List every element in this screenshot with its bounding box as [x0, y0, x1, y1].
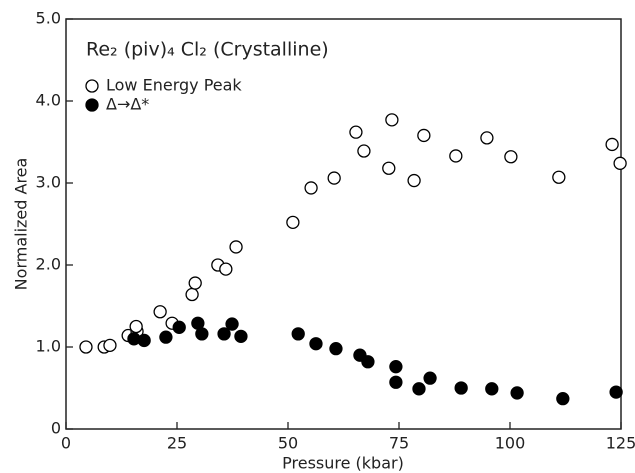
data-point — [172, 320, 186, 334]
data-point — [389, 375, 403, 389]
plot-frame — [65, 18, 622, 430]
data-point — [556, 392, 570, 406]
data-point — [327, 171, 341, 185]
data-point — [361, 355, 375, 369]
data-point — [552, 170, 566, 184]
y-tick-label: 4.0 — [36, 91, 61, 110]
data-point — [229, 240, 243, 254]
data-point — [79, 340, 93, 354]
data-point — [613, 156, 627, 170]
data-point — [225, 317, 239, 331]
data-point — [159, 330, 173, 344]
data-point — [137, 333, 151, 348]
data-point — [412, 382, 426, 396]
y-tick-label: 5.0 — [36, 9, 61, 28]
data-point — [349, 125, 363, 139]
y-axis-label: Normalized Area — [12, 158, 31, 291]
data-point — [329, 341, 343, 356]
data-point — [219, 262, 233, 276]
data-point — [485, 382, 499, 396]
data-point — [291, 327, 305, 341]
legend-marker — [85, 79, 99, 93]
data-point — [357, 144, 371, 158]
data-point — [188, 276, 202, 290]
x-tick-label: 75 — [389, 434, 409, 453]
data-point — [185, 287, 199, 302]
legend-label: Δ→Δ* — [106, 95, 149, 114]
data-point — [309, 337, 323, 351]
data-point — [217, 327, 231, 341]
legend-marker — [85, 98, 99, 112]
x-tick-label: 0 — [61, 434, 71, 453]
data-point — [423, 371, 437, 385]
data-point — [195, 327, 209, 341]
y-tick-label: 3.0 — [36, 173, 61, 192]
x-tick-label: 100 — [495, 434, 526, 453]
y-tick-label: 1.0 — [36, 337, 61, 356]
data-point — [609, 385, 623, 399]
data-point — [234, 329, 248, 343]
x-tick-label: 25 — [167, 434, 187, 453]
data-point — [480, 131, 494, 145]
data-point — [129, 319, 143, 334]
x-tick-label: 50 — [278, 434, 298, 453]
data-point — [286, 215, 300, 230]
data-point — [510, 386, 524, 400]
data-point — [153, 305, 167, 319]
data-point — [449, 149, 463, 163]
x-axis-label: Pressure (kbar) — [282, 454, 404, 473]
data-point — [605, 137, 619, 152]
data-point — [504, 150, 518, 164]
data-point — [407, 173, 421, 188]
data-point — [454, 381, 468, 395]
data-point — [385, 113, 399, 127]
data-point — [103, 338, 117, 353]
data-point — [304, 181, 318, 195]
chart-title: Re₂ (piv)₄ Cl₂ (Crystalline) — [86, 39, 329, 61]
data-point — [389, 360, 403, 374]
x-tick-label: 125 — [606, 434, 635, 453]
y-tick-label: 0 — [51, 419, 61, 438]
data-point — [382, 161, 396, 175]
legend-label: Low Energy Peak — [106, 76, 242, 95]
data-point — [417, 128, 431, 143]
y-tick-label: 2.0 — [36, 255, 61, 274]
